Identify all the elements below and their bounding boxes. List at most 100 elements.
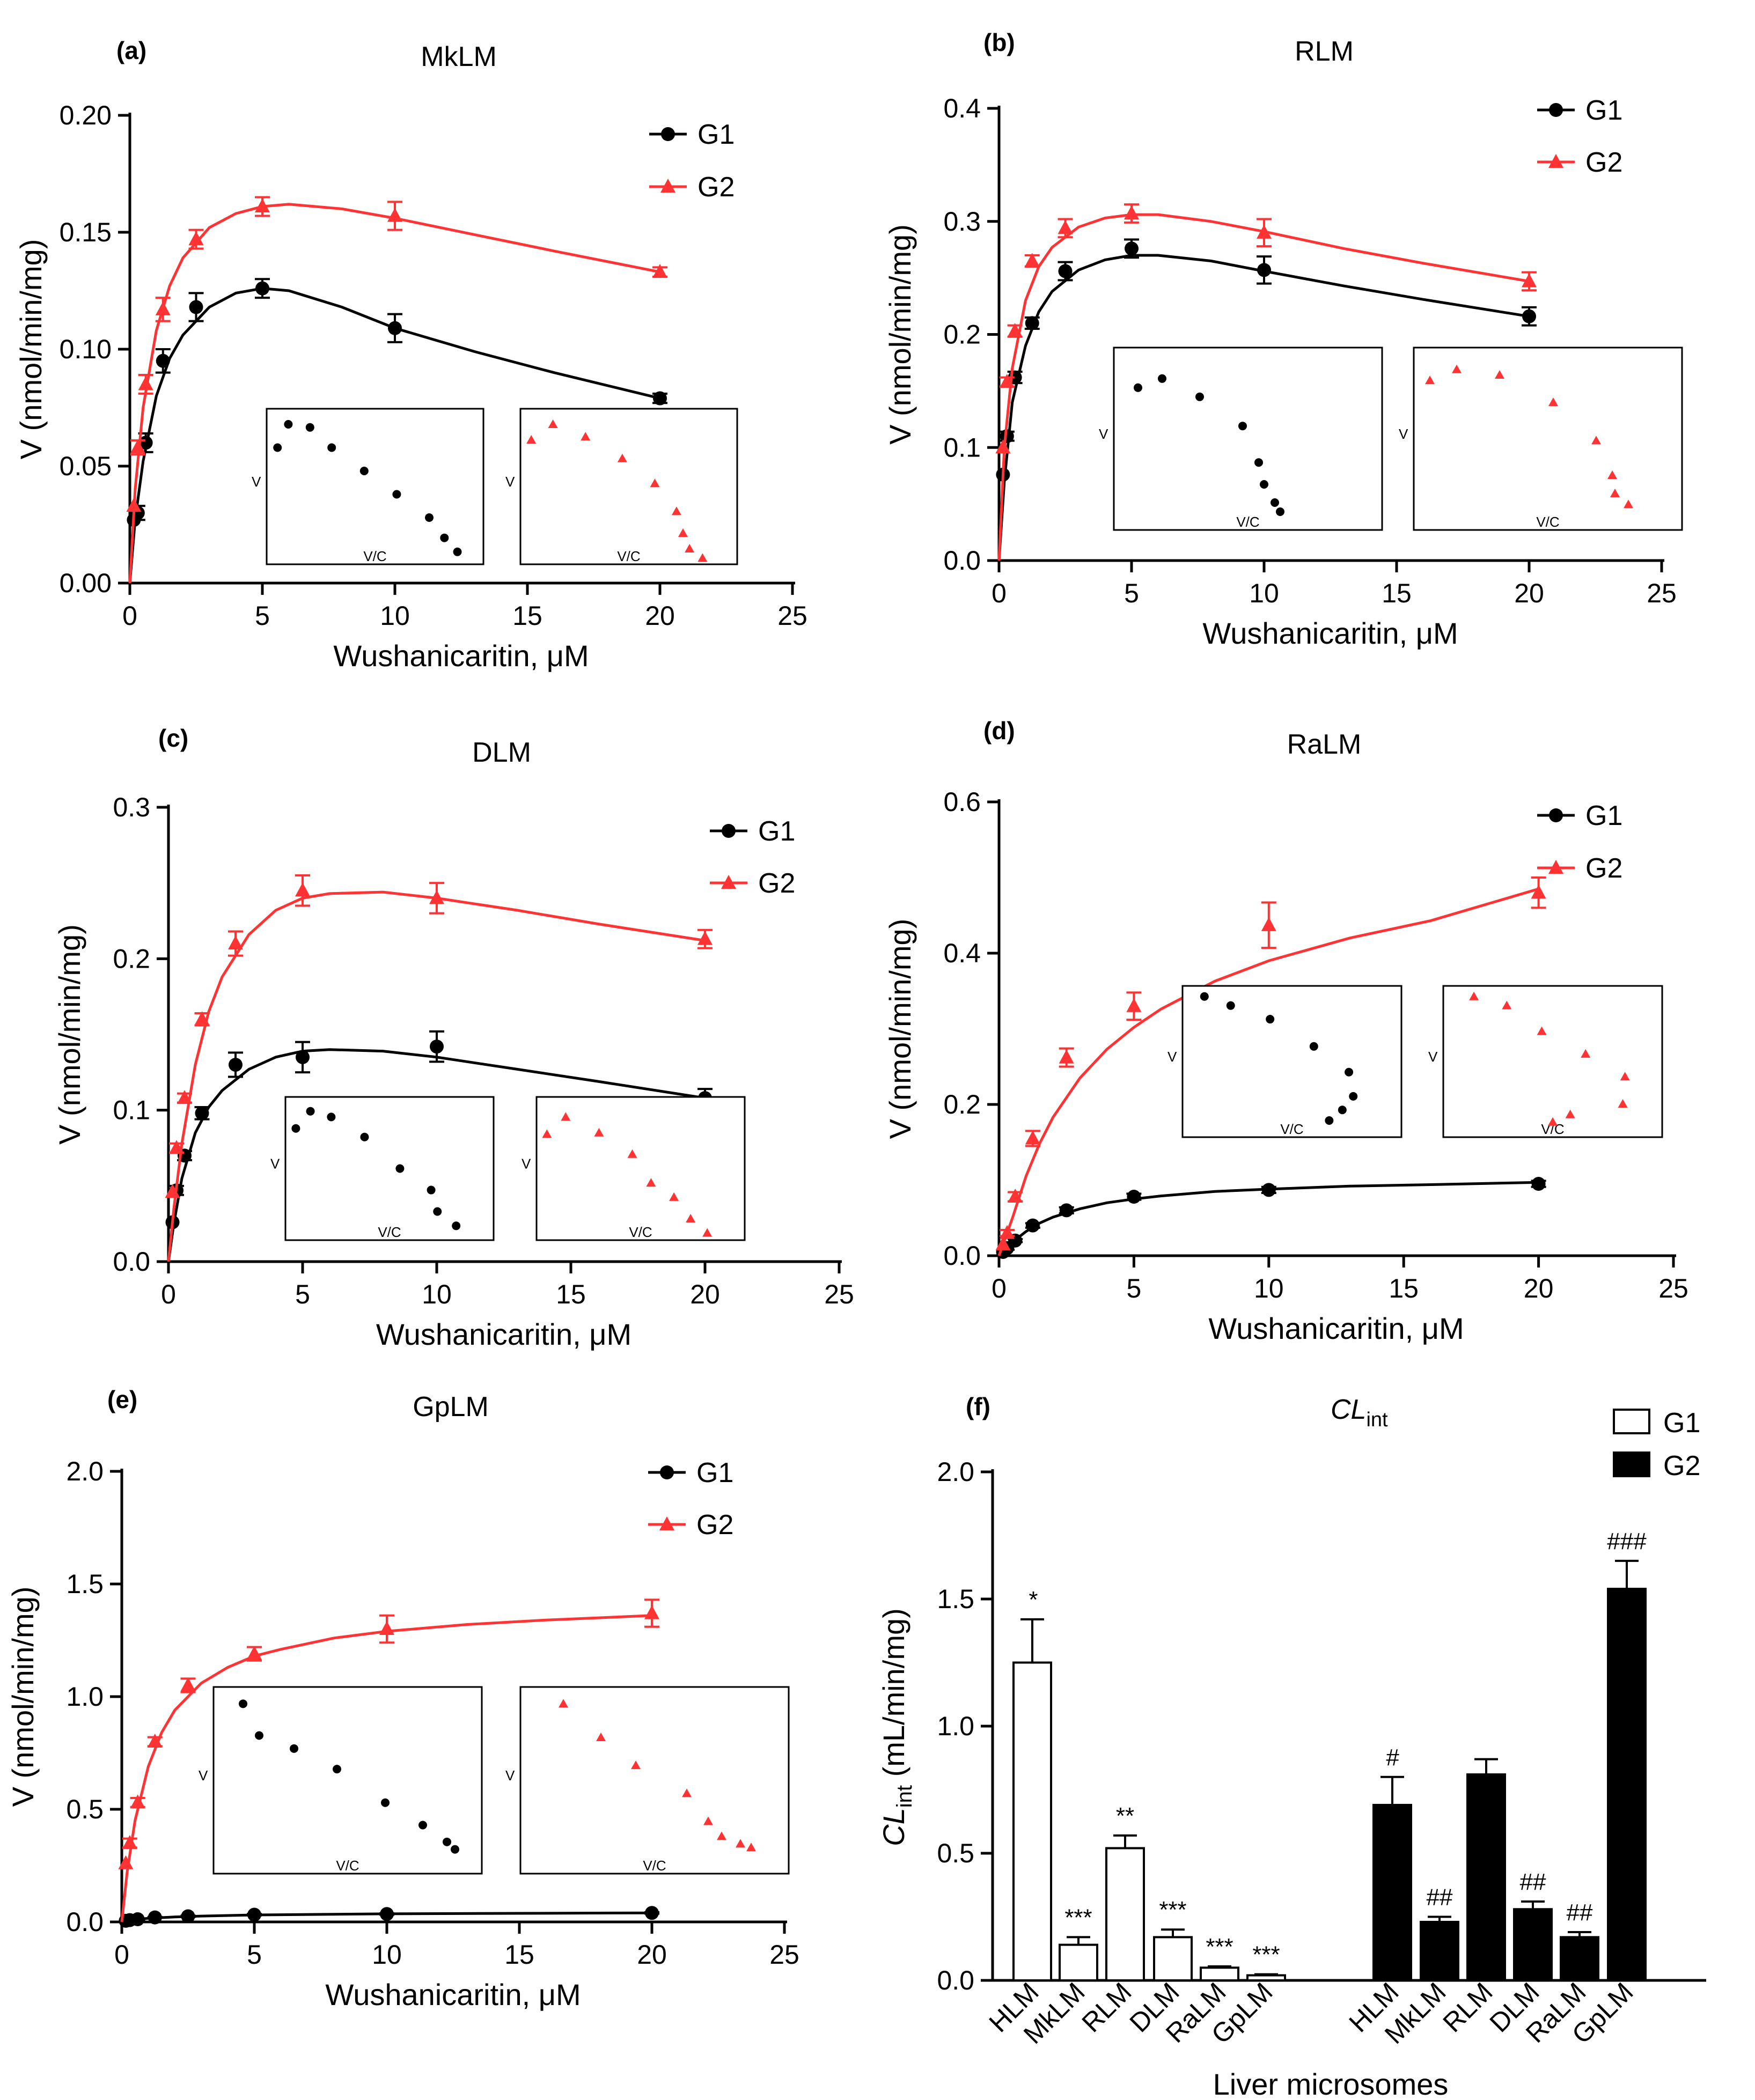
x-tick-label: 15 [512, 601, 542, 631]
inset-point [685, 544, 695, 552]
data-point-g2 [379, 1621, 394, 1635]
y-tick-label: 0.0 [943, 1241, 981, 1271]
data-point-g1 [653, 391, 667, 406]
x-tick-label: 10 [372, 1940, 402, 1970]
panel-e: (e) GpLM 0 5 10 15 20 25 0.0 0.5 1.0 1.5 2.0 Wushanic… [6, 1386, 799, 2011]
inset-point [1200, 992, 1209, 1001]
inset-point [392, 490, 401, 499]
y-tick-label: 1.0 [937, 1711, 974, 1741]
inset-point [1345, 1067, 1354, 1077]
x-tick-label: 10 [380, 601, 410, 631]
bar-g1-ralm [1200, 1966, 1239, 1982]
y-tick-label: 0.4 [943, 938, 981, 968]
inset-y-label: V [505, 474, 515, 490]
data-point-g2 [130, 439, 145, 454]
legend-label: G1 [1585, 95, 1622, 126]
y-tick-label: 2.0 [66, 1456, 104, 1486]
y-tick-label: 1.5 [66, 1569, 104, 1599]
inset-plot-g1 [284, 1096, 495, 1241]
inset-plot-g1 [1181, 985, 1402, 1138]
y-axis-label: V (nmol/min/mg) [883, 224, 917, 445]
data-point-g2 [1531, 885, 1546, 899]
x-tick-label: 20 [637, 1940, 667, 1970]
data-point-g2 [644, 1605, 659, 1619]
inset-plot-g1 [212, 1686, 483, 1875]
bar-g2-dlm [1513, 1908, 1553, 1982]
data-point-g1 [195, 1106, 209, 1121]
fit-curve-g2 [167, 890, 706, 1262]
inset-point [1195, 392, 1204, 401]
significance-mark: ## [1567, 1899, 1593, 1926]
inset-point [290, 1744, 298, 1753]
x-axis-label: Wushanicaritin, μM [325, 1978, 581, 2011]
panel-label: (d) [983, 717, 1015, 745]
legend-label: G1 [1585, 800, 1622, 831]
panel-title: CLint [1331, 1394, 1388, 1431]
x-tick-label: 25 [824, 1279, 854, 1309]
significance-mark: ## [1427, 1884, 1453, 1911]
x-tick-label: 5 [1126, 1273, 1141, 1303]
bar-g2-mklm [1420, 1920, 1459, 1981]
y-tick-label: 0.10 [60, 334, 112, 364]
x-tick-label: 0 [122, 601, 137, 631]
data-point-g2 [995, 439, 1011, 454]
data-point-g1 [181, 1909, 195, 1924]
data-point-g1 [229, 1057, 243, 1072]
y-tick-label: 0.20 [60, 100, 112, 130]
x-tick-label: 10 [1254, 1273, 1284, 1303]
significance-mark: * [1027, 1587, 1038, 1613]
inset-point [686, 1213, 696, 1222]
y-label-tail: (mL/min/mg) [877, 1608, 910, 1785]
panel-title: MkLM [421, 41, 497, 72]
legend-label: G2 [758, 868, 795, 899]
data-point-g1 [148, 1910, 162, 1925]
title-sub: int [1366, 1409, 1388, 1431]
inset-point [703, 1816, 713, 1825]
data-point-g1 [130, 1912, 145, 1926]
x-tick-label: 10 [1249, 578, 1279, 608]
legend-label: G2 [1585, 147, 1622, 178]
x-tick-label: 20 [690, 1279, 720, 1309]
data-point-g1 [1531, 1177, 1546, 1191]
legend-label: G1 [697, 119, 735, 150]
inset-point [559, 1699, 568, 1708]
legend-marker [1549, 103, 1563, 117]
inset-point [542, 1129, 552, 1138]
inset-point [669, 1192, 679, 1201]
data-point-g2 [429, 890, 444, 904]
data-point-g1 [380, 1907, 394, 1921]
y-tick-label: 0.00 [60, 568, 112, 598]
x-axis-label: Wushanicaritin, μM [1202, 616, 1458, 650]
x-tick-label: 5 [295, 1279, 310, 1309]
panel-d: (d) RaLM 0 5 10 15 20 25 0.0 0.2 0.4 0.6 Wushanicari… [883, 717, 1688, 1345]
data-point-g1 [645, 1906, 659, 1920]
inset-point [440, 533, 449, 542]
inset-point [1607, 470, 1617, 479]
y-tick-label: 0.0 [113, 1247, 150, 1277]
panel-label: (a) [116, 36, 146, 64]
inset-point [617, 453, 627, 462]
inset-point [526, 435, 537, 444]
inset-y-label: V [1428, 1049, 1438, 1065]
inset-point [702, 1228, 713, 1237]
inset-x-label: V/C [629, 1224, 652, 1240]
data-point-g2 [228, 935, 243, 950]
inset-point [548, 419, 558, 428]
bar-g2-rlm [1466, 1773, 1506, 1982]
inset-point [1502, 1000, 1512, 1010]
inset-point [646, 1178, 656, 1187]
bar-g1-mklm [1059, 1943, 1098, 1981]
y-tick-label: 1.0 [66, 1682, 104, 1712]
legend-marker [1549, 808, 1563, 822]
inset-point [1537, 1026, 1547, 1035]
inset-point [418, 1821, 427, 1830]
panel-label: (f) [966, 1392, 990, 1420]
legend-marker [1548, 154, 1563, 168]
significance-mark: *** [1159, 1897, 1186, 1923]
data-point-g1 [247, 1907, 261, 1922]
y-tick-label: 0.2 [943, 1089, 981, 1119]
data-point-g2 [1025, 1130, 1040, 1145]
inset-point [381, 1798, 390, 1807]
inset-point [433, 1207, 442, 1216]
y-tick-label: 0.2 [113, 944, 150, 974]
